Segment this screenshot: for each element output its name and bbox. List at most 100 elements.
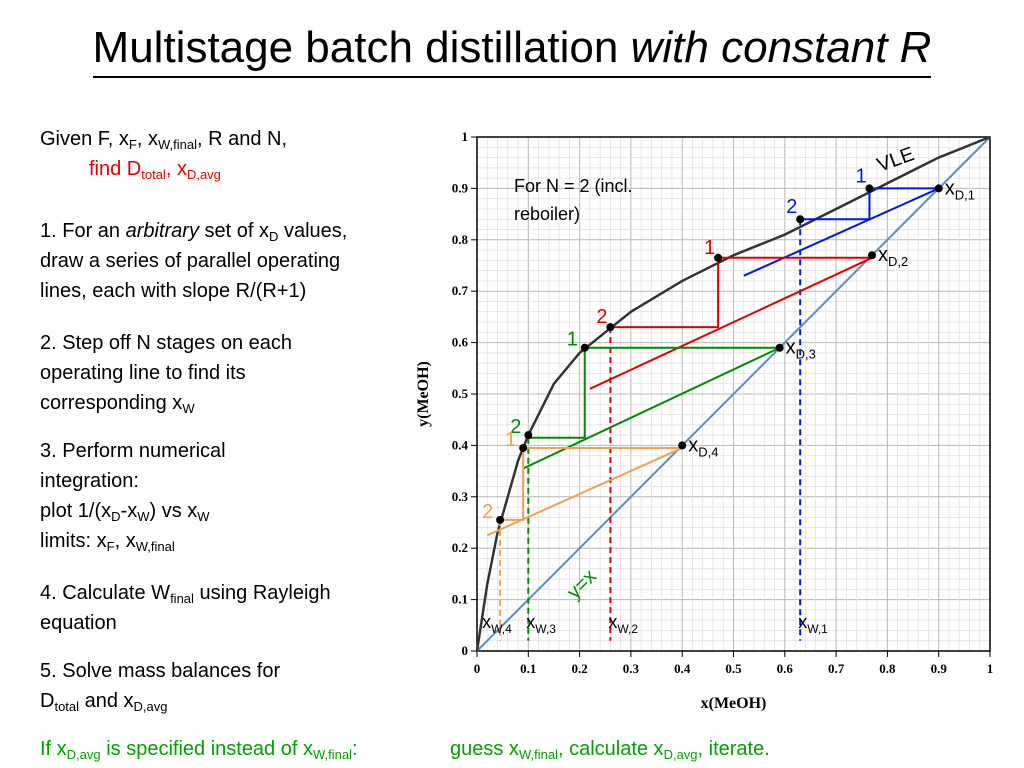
y-tick-label: 0: [462, 643, 469, 658]
footer-sub-d: W,final: [312, 747, 352, 762]
xd-point-blue: [934, 184, 943, 193]
diagonal-label: y=x: [563, 566, 601, 604]
x-tick-label: 0.5: [725, 661, 742, 676]
step-4-sub: final: [170, 591, 194, 606]
x-tick-label: 0.9: [931, 661, 948, 676]
y-axis-title: y(MeOH): [415, 361, 432, 427]
given-sub-2: W,final: [158, 137, 198, 152]
step-2-line-3: corresponding xW: [40, 388, 292, 418]
x-tick-label: 1: [987, 661, 994, 676]
stage-steps-blue: [800, 187, 939, 221]
y-tick-label: 0.8: [452, 232, 469, 247]
xd-label-blue: xD,1: [945, 177, 975, 202]
xw-label-orange: xW,4: [482, 612, 512, 636]
footer-sub-g: W,final: [518, 747, 558, 762]
xd-label-green: xD,3: [786, 337, 816, 362]
given-text-1: Given F, x: [40, 128, 129, 150]
step-3-text-l4c: , x: [114, 530, 136, 552]
y-tick-label: 0.5: [452, 386, 469, 401]
title-emphasis: with constant R: [630, 23, 932, 72]
footer-text-j: , iterate.: [697, 738, 770, 760]
x-tick-label: 0.7: [828, 661, 845, 676]
step-5: 5. Solve mass balances for Dtotal and xD…: [40, 656, 280, 716]
step-2-sub: W: [182, 401, 195, 416]
x-tick-label: 0: [474, 661, 481, 676]
footer-text-a: If x: [40, 738, 67, 760]
xd-label-red: xD,2: [878, 244, 908, 269]
step-3-line-3: plot 1/(xD-xW) vs xW: [40, 496, 226, 526]
note-line-1: For N = 2 (incl.: [514, 176, 633, 196]
x-tick-label: 0.1: [520, 661, 536, 676]
xw-label-green: xW,3: [526, 612, 556, 636]
title-main: Multistage batch distillation: [92, 23, 619, 72]
step-2: 2. Step off N stages on each operating l…: [40, 328, 292, 418]
x-tick-label: 0.8: [879, 661, 896, 676]
step-3-text-c: -x: [120, 500, 138, 522]
step-2-line-2: operating line to find its: [40, 362, 246, 384]
footer-text-c: is specified instead of x: [100, 738, 313, 760]
xd-point-orange: [678, 441, 687, 450]
y-tick-label: 0.2: [452, 540, 468, 555]
operating-line-red: [589, 256, 873, 390]
y-tick-label: 0.1: [452, 592, 468, 607]
step-5-line-1: 5. Solve mass balances for: [40, 660, 281, 682]
given-text-2: , x: [136, 128, 158, 150]
step-1-line-3: lines, each with slope R/(R+1): [40, 280, 307, 302]
step-3-line-1: 3. Perform numerical: [40, 440, 226, 462]
stage-label-orange: 2: [482, 501, 493, 523]
footer-sub-i: D,avg: [663, 747, 698, 762]
x-tick-label: 0.3: [623, 661, 640, 676]
step-1-text-a: 1. For an: [40, 220, 126, 242]
step-3-line-2: integration:: [40, 470, 139, 492]
stage-point-orange: [496, 515, 505, 524]
y-tick-label: 0.7: [452, 283, 469, 298]
stage-point-orange: [519, 443, 528, 452]
find-line: find Dtotal, xD,avg: [89, 154, 221, 184]
step-3-sub-b: D: [111, 509, 121, 524]
step-1-line-2: draw a series of parallel operating: [40, 250, 341, 272]
x-tick-label: 0.2: [571, 661, 587, 676]
step-4: 4. Calculate Wfinal using Rayleigh equat…: [40, 578, 331, 638]
step-3-sub-l4d: W,final: [135, 539, 175, 554]
diagonal-line: [476, 136, 991, 652]
slide-title-text: Multistage batch distillation with const…: [92, 22, 932, 78]
step-4-text-c: using Rayleigh: [193, 582, 331, 604]
given-sub-1: F: [128, 137, 137, 152]
step-3-sub-l4b: F: [106, 539, 115, 554]
stage-point-red: [606, 323, 615, 332]
find-text-1: find D: [89, 158, 142, 180]
step-1-sub: D: [269, 229, 279, 244]
step-5-text-a: D: [40, 690, 55, 712]
xd-point-red: [868, 251, 877, 260]
step-3-line-4: limits: xF, xW,final: [40, 526, 226, 556]
xd-label-orange: xD,4: [688, 434, 718, 459]
stage-point-green: [524, 431, 533, 440]
step-2-text: corresponding x: [40, 392, 183, 414]
operating-line-orange: [486, 447, 683, 537]
footer-text-h: , calculate x: [557, 738, 664, 760]
given-line: Given F, xF, xW,final, R and N,: [40, 124, 287, 154]
x-tick-label: 0.6: [777, 661, 794, 676]
footer-instruction: guess xW,final, calculate xD,avg, iterat…: [450, 734, 770, 764]
step-1-emph: arbitrary: [125, 220, 199, 242]
step-4-text-a: 4. Calculate W: [40, 582, 171, 604]
xw-label-red: xW,2: [608, 612, 638, 636]
xd-point-green: [775, 343, 784, 352]
find-text-2: , x: [165, 158, 187, 180]
step-4-line-1: 4. Calculate Wfinal using Rayleigh: [40, 578, 331, 608]
step-5-line-2: Dtotal and xD,avg: [40, 686, 280, 716]
y-tick-label: 1: [462, 129, 469, 144]
stage-label-green: 1: [567, 329, 578, 351]
stage-label-orange: 1: [505, 429, 516, 451]
vle-curve: [475, 135, 991, 652]
stage-steps-green: [528, 346, 780, 439]
step-3-sub-f: W: [197, 509, 210, 524]
stage-point-green: [580, 343, 589, 352]
stage-label-blue: 1: [855, 165, 866, 187]
stage-point-red: [714, 253, 723, 262]
step-3: 3. Perform numerical integration: plot 1…: [40, 436, 226, 556]
stage-point-blue: [796, 215, 805, 224]
note-line-2: reboiler): [514, 204, 580, 224]
footer-condition: If xD,avg is specified instead of xW,fin…: [40, 734, 358, 764]
xw-label-blue: xW,1: [798, 612, 828, 636]
